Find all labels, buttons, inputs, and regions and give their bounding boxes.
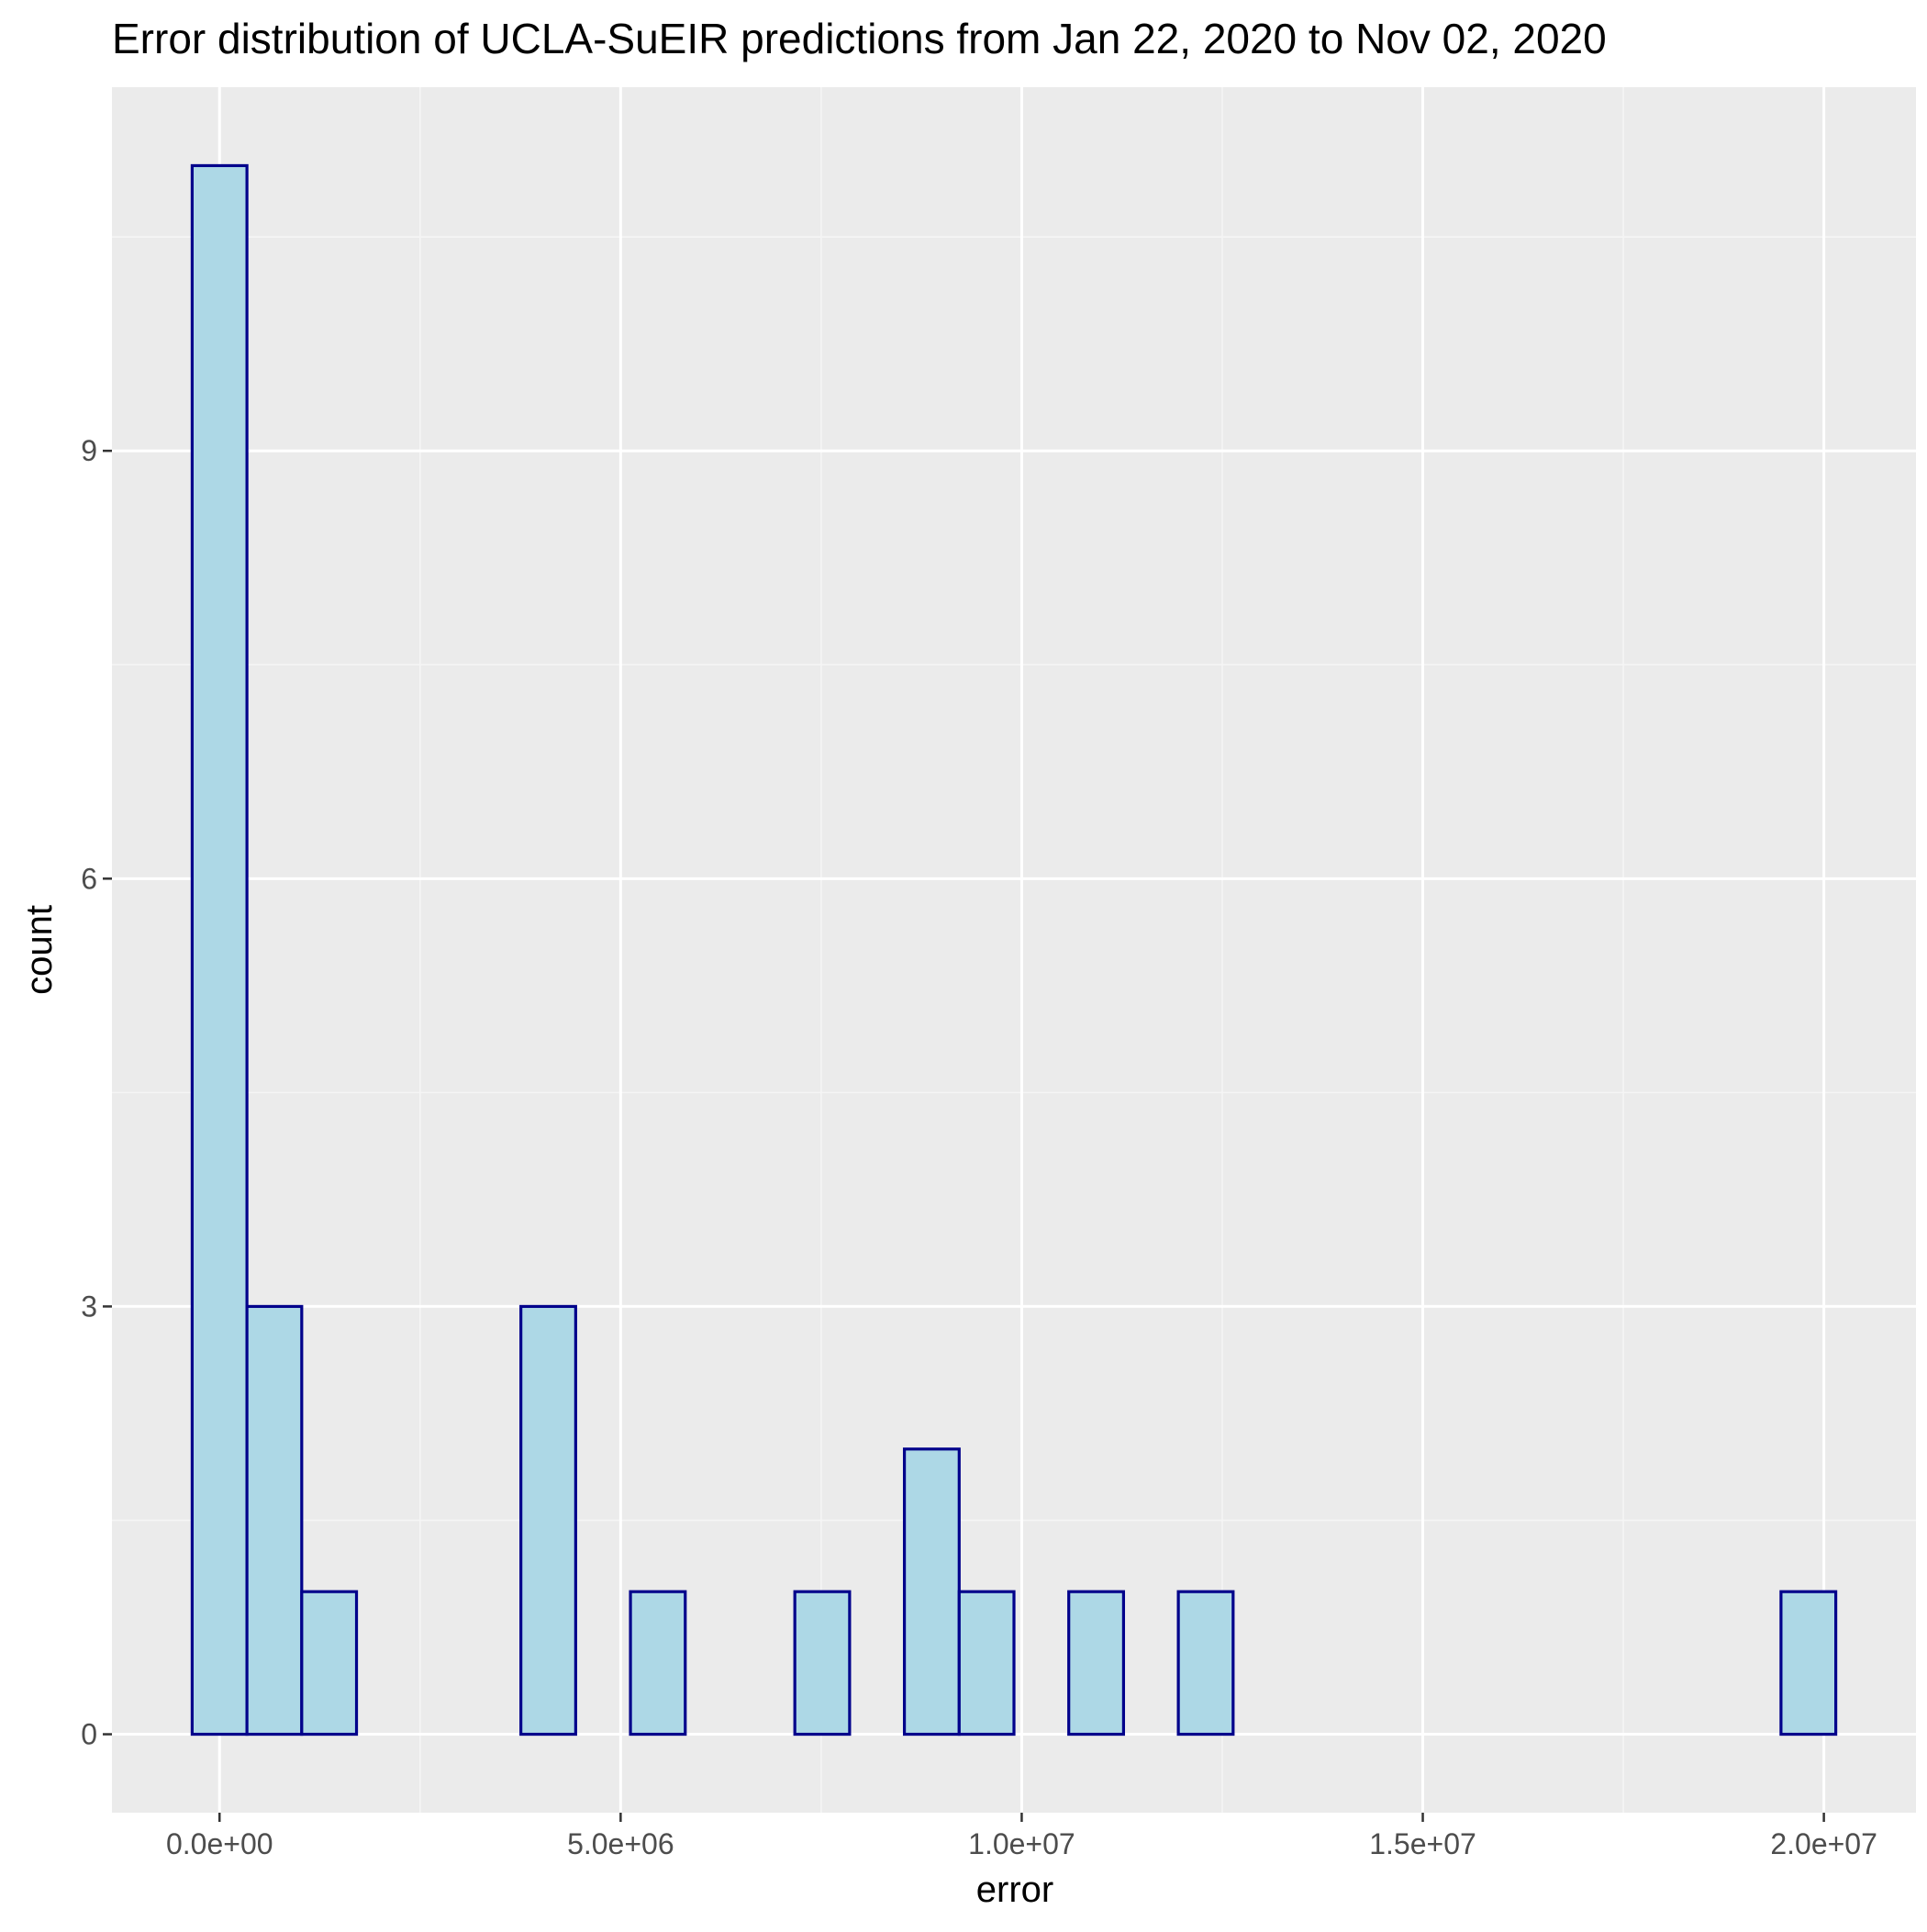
y-tick-label: 6 <box>81 862 97 895</box>
x-tick-label: 0.0e+00 <box>166 1827 273 1860</box>
axes: 0.0e+00 5.0e+06 1.0e+07 1.5e+07 2.0e+07 0 3 6 9 <box>81 434 1877 1860</box>
histogram-bar <box>190 163 249 1737</box>
x-tick-label: 5.0e+06 <box>567 1827 674 1860</box>
histogram-bar <box>902 1447 961 1737</box>
histogram-bar <box>1067 1590 1126 1737</box>
histogram-bars <box>190 163 1838 1737</box>
histogram-bar <box>957 1590 1016 1737</box>
histogram-bar <box>519 1304 577 1737</box>
x-tick-label: 1.0e+07 <box>968 1827 1075 1860</box>
histogram-bar <box>1779 1590 1838 1737</box>
histogram-bar <box>1176 1590 1235 1737</box>
y-tick-label: 9 <box>81 434 97 467</box>
plot-panel <box>112 87 1916 1813</box>
histogram-bar <box>300 1590 359 1737</box>
histogram-bar <box>629 1590 687 1737</box>
x-tick-label: 2.0e+07 <box>1770 1827 1877 1860</box>
histogram-bar <box>793 1590 852 1737</box>
y-axis-title: count <box>19 905 60 995</box>
histogram-bar <box>245 1304 304 1737</box>
panel-background <box>112 87 1916 1813</box>
y-tick-label: 3 <box>81 1290 97 1323</box>
x-tick-label: 1.5e+07 <box>1369 1827 1476 1860</box>
y-tick-label: 0 <box>81 1718 97 1751</box>
x-axis-title: error <box>976 1870 1053 1910</box>
chart-title: Error distribution of UCLA-SuEIR predict… <box>112 15 1607 62</box>
